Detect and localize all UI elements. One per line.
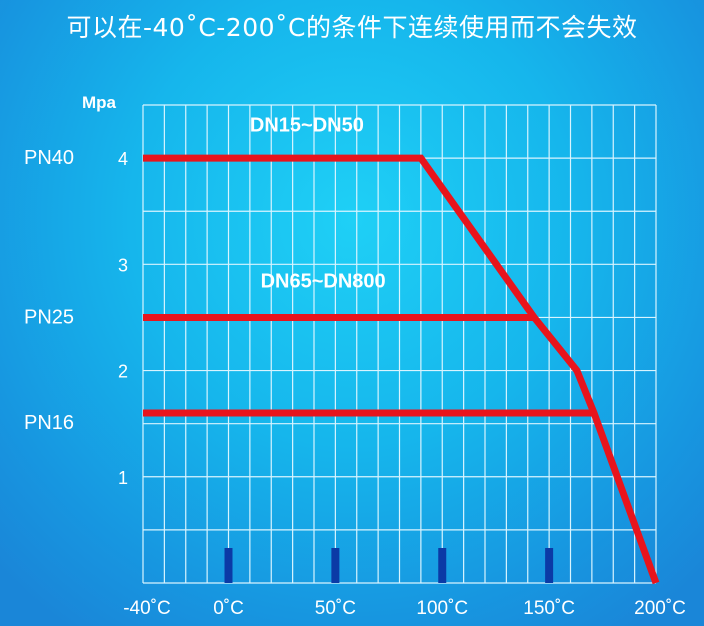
- chart-title: 可以在-40˚C-200˚C的条件下连续使用而不会失效: [66, 13, 638, 42]
- y-tick-label: 4: [118, 149, 128, 169]
- x-tick-label: 150˚C: [523, 598, 575, 619]
- temperature-marker: [224, 548, 233, 583]
- y-tick-label: 2: [118, 362, 128, 382]
- y-axis-label: Mpa: [82, 93, 117, 112]
- series-label: DN15~DN50: [250, 115, 364, 137]
- pressure-class-label: PN16: [24, 412, 74, 434]
- y-tick-label: 3: [118, 255, 128, 275]
- x-tick-label: 200˚C: [634, 598, 686, 619]
- temperature-marker: [331, 548, 340, 583]
- temperature-marker: [438, 548, 447, 583]
- x-tick-label: 100˚C: [416, 598, 468, 619]
- pressure-class-label: PN40: [24, 147, 74, 169]
- x-tick-label: -40˚C: [123, 598, 171, 619]
- x-tick-label: 0˚C: [213, 598, 244, 619]
- series-label: DN65~DN800: [261, 271, 386, 293]
- series-line-1: [143, 154, 660, 585]
- x-tick-label: 50˚C: [315, 598, 356, 619]
- temperature-marker: [545, 548, 554, 583]
- y-tick-label: 1: [118, 468, 128, 488]
- pressure-class-label: PN25: [24, 306, 74, 328]
